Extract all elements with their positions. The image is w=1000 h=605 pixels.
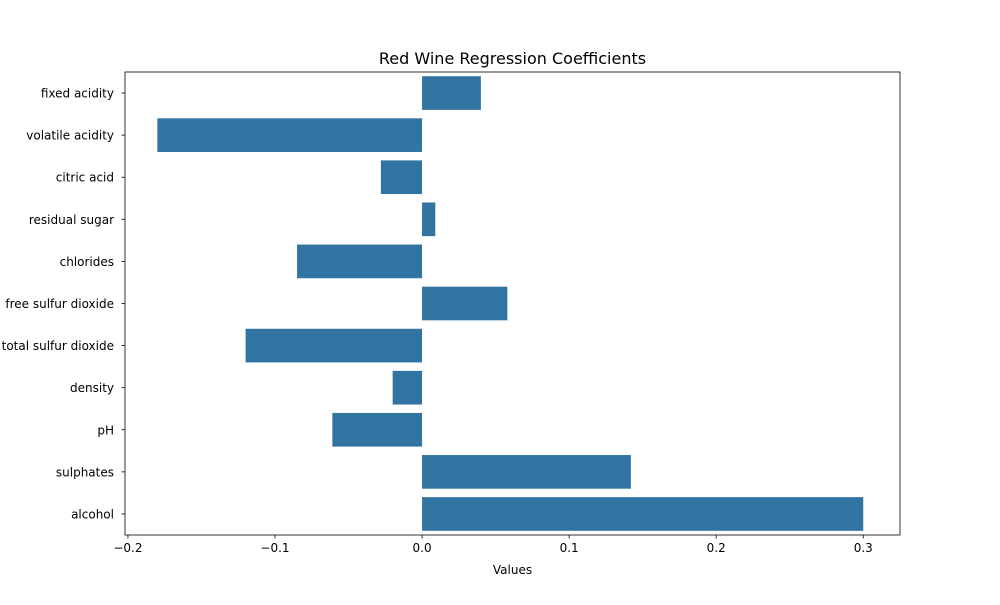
- bar-citric-acid: [380, 160, 423, 195]
- y-tick-label: total sulfur dioxide: [2, 339, 114, 353]
- y-tick-label: density: [70, 381, 114, 395]
- y-tick-label: free sulfur dioxide: [5, 297, 114, 311]
- y-tick-label: pH: [97, 423, 114, 437]
- x-axis-ticks: −0.2 −0.1 0.0 0.1 0.2 0.3: [113, 535, 873, 555]
- x-axis-label: Values: [493, 563, 532, 577]
- bars-group: [157, 76, 864, 531]
- bar-residual-sugar: [422, 202, 436, 237]
- bar-ph: [332, 412, 423, 447]
- bar-alcohol: [422, 497, 864, 531]
- bar-free-sulfur-dioxide: [422, 286, 508, 321]
- y-tick-label: volatile acidity: [26, 129, 114, 143]
- chart-title: Red Wine Regression Coefficients: [379, 49, 646, 68]
- y-tick-label: chlorides: [60, 255, 114, 269]
- bar-chlorides: [297, 244, 423, 279]
- y-tick-label: fixed acidity: [41, 87, 114, 101]
- y-axis-ticks: fixed acidity volatile acidity citric acid…: [2, 87, 125, 521]
- bar-total-sulfur-dioxide: [245, 328, 423, 363]
- y-tick-label: alcohol: [71, 507, 114, 521]
- x-tick-label: 0.1: [560, 541, 579, 555]
- bar-volatile-acidity: [157, 118, 423, 152]
- bar-fixed-acidity: [422, 76, 481, 110]
- plot-frame: [124, 71, 901, 536]
- y-tick-label: residual sugar: [29, 213, 114, 227]
- x-tick-label: −0.2: [113, 541, 142, 555]
- y-tick-label: citric acid: [56, 171, 114, 185]
- x-tick-label: 0.3: [854, 541, 873, 555]
- x-tick-label: −0.1: [260, 541, 289, 555]
- bar-density: [392, 370, 423, 405]
- y-tick-label: sulphates: [56, 465, 114, 479]
- x-tick-label: 0.2: [707, 541, 726, 555]
- bar-sulphates: [422, 455, 631, 489]
- x-tick-label: 0.0: [413, 541, 432, 555]
